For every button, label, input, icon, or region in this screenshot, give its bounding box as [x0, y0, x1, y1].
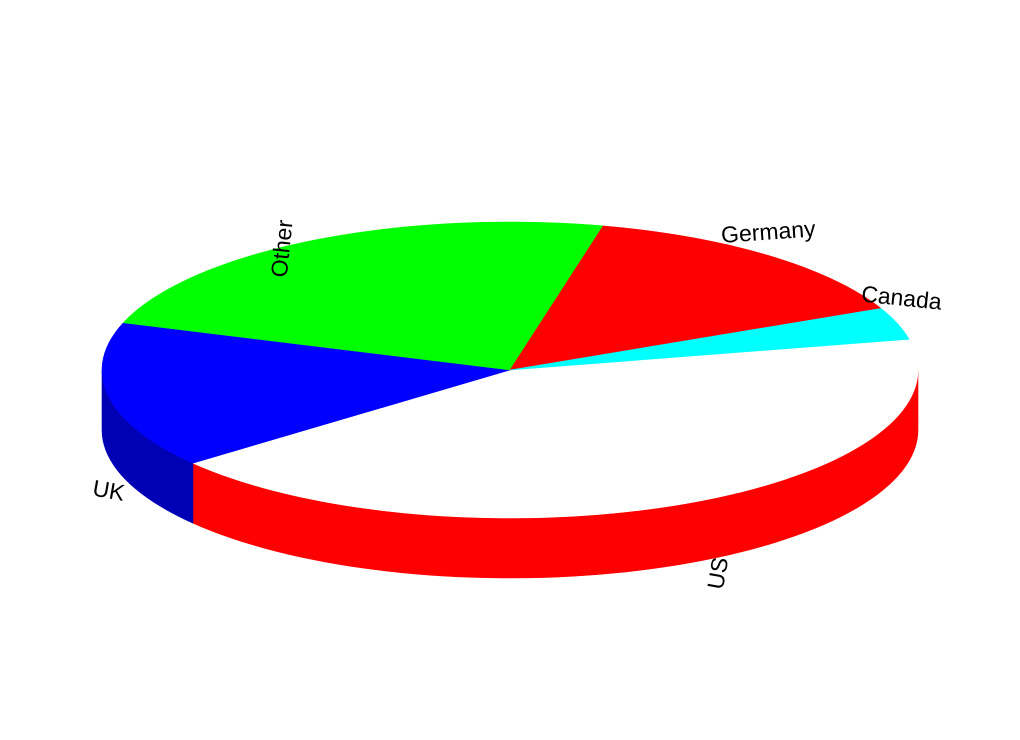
pie-slice-canada [509, 308, 910, 371]
pie-slice-uk [101, 322, 511, 464]
pie-label-us: US [702, 555, 733, 591]
pie-tops [101, 221, 919, 519]
pie-label-uk: UK [91, 475, 128, 506]
pie-label-germany: Germany [720, 215, 817, 248]
pie-label-other: Other [266, 218, 298, 278]
pie-slice-us [192, 338, 919, 519]
pie-slice-other [122, 221, 604, 371]
pie-slice-germany [509, 225, 882, 371]
